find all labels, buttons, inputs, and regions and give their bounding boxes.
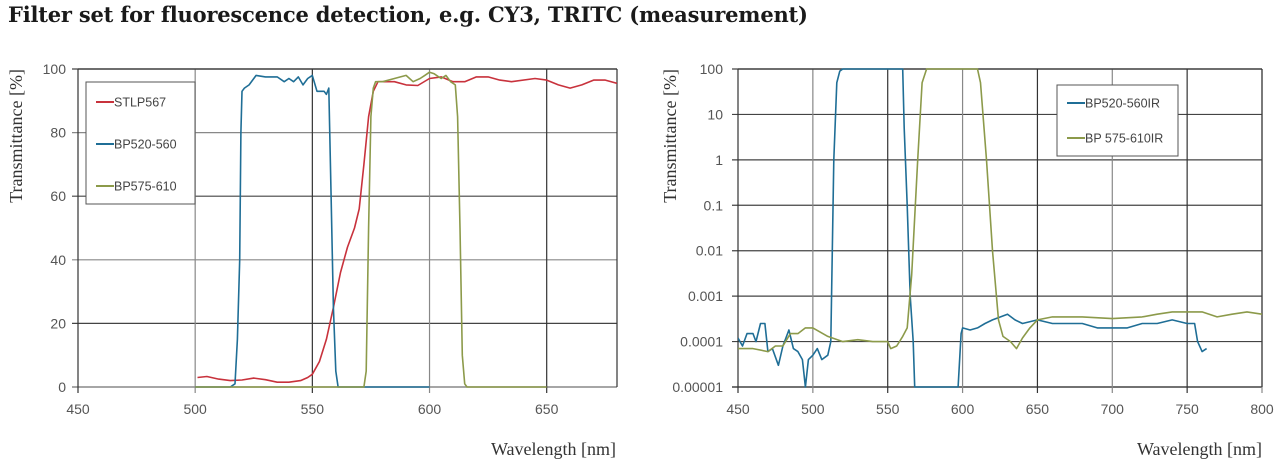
x-axis-label: Wavelength [nm] [1137,439,1262,459]
series-line-bp520-560 [195,74,430,388]
y-axis-label: Transmittance [%] [6,69,26,203]
x-tick-label: 550 [301,401,325,417]
y-tick-label: 40 [50,252,66,268]
legend-label: BP575-610 [114,180,177,194]
x-tick-label: 450 [726,401,750,417]
legend: STLP567 BP520-560 BP575-610 [85,81,196,205]
x-axis-label: Wavelength [nm] [491,439,616,459]
y-tick-label: 0.01 [696,243,723,259]
y-tick-label: 60 [50,188,66,204]
legend-label: BP 575-610IR [1085,132,1163,146]
x-tick-label: 650 [535,401,559,417]
y-tick-label: 0.00001 [672,379,723,395]
legend-box [1056,84,1179,157]
y-tick-label: 0.1 [704,197,724,213]
y-tick-label: 100 [700,61,724,77]
y-tick-label: 80 [50,125,66,141]
y-tick-label: 0.0001 [680,334,723,350]
legend: BP520-560IR BP 575-610IR [1056,84,1179,157]
chart-2: 0.00001 0.0001 0.001 0.01 0.1 1 10 100 450 500 550… [660,61,1274,459]
series-line-bp520-560ir [738,68,1208,388]
y-tick-label: 1 [715,152,723,168]
y-tick-label: 20 [50,315,66,331]
legend-label: BP520-560 [114,138,177,152]
x-tick-label: 600 [951,401,975,417]
y-tick-label: 100 [43,61,67,77]
x-tick-label: 450 [66,401,90,417]
x-tick-label: 650 [1026,401,1050,417]
x-tick-label: 700 [1101,401,1125,417]
y-tick-label: 10 [707,106,723,122]
series-line-stlp567 [197,76,617,384]
x-tick-label: 550 [876,401,900,417]
page-title: Filter set for fluorescence detection, e… [8,2,808,27]
legend-label: BP520-560IR [1085,97,1160,111]
series-line-bp575-610 [195,71,547,388]
x-tick-label: 800 [1250,401,1274,417]
y-axis-label: Transmittance [%] [660,69,680,203]
y-tick-label: 0 [58,379,66,395]
legend-label: STLP567 [114,96,166,110]
series-line-bp-575-610ir [738,68,1262,353]
x-tick-label: 500 [183,401,207,417]
chart-1: 0 20 40 60 80 100 450 500 550 600 650 Wavelength [n… [6,61,618,459]
y-tick-label: 0.001 [688,288,723,304]
x-tick-label: 750 [1175,401,1199,417]
x-tick-label: 600 [418,401,442,417]
x-tick-label: 500 [801,401,825,417]
